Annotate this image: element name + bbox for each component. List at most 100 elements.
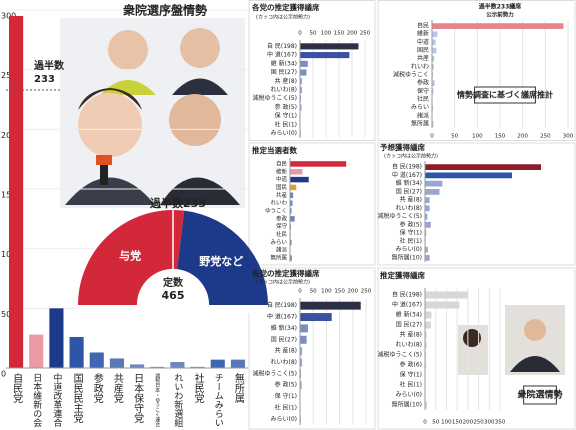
bar [425,164,541,171]
x-tick-label: 50 [451,134,458,140]
bar [69,336,84,368]
category-label: 共産 [417,54,429,62]
x-tick-label: 100 [321,289,332,295]
bar [130,364,145,368]
x-tick-label: 無所属 [232,372,244,404]
slice-label: 与党 [119,249,141,263]
category-label: 社 民(1) [275,403,297,411]
category-label: 保守 [276,222,288,230]
category-label: 維新 [276,167,288,175]
category-label: みらい [411,104,429,111]
category-label: れいわ(8) [396,342,423,349]
bar [425,213,428,220]
bar [300,78,303,85]
chart-subtitle: (カッコ内は公示前勢力) [256,14,310,21]
x-tick-label: 200 [463,420,474,426]
bar [432,121,434,127]
clothes [510,356,560,372]
face [524,319,546,341]
category-label: れいわ [270,200,287,207]
category-label: 保守 [417,87,429,95]
bar [425,246,428,253]
x-tick-label: 250 [360,31,371,37]
bar [300,43,359,50]
x-tick-label: 100 [472,134,483,140]
x-tick-label: 日本維新の会 [31,373,42,428]
y-tick-label: 300 [1,12,16,21]
bar [109,358,124,368]
x-tick-label: 日本保守党 [132,373,144,424]
category-label: 保 守(1) [400,229,422,237]
category-label: 国 民(27) [396,188,422,195]
bar [425,351,427,359]
y-tick-label: 50 [1,310,11,319]
bar [290,208,292,214]
category-label: 参 政(5) [275,381,297,389]
frame [248,142,376,266]
x-tick-label: 50 [310,289,317,295]
bar [230,359,245,368]
bar [290,200,293,206]
annotation: 衆院選情勢 [517,389,562,401]
category-label: 自民 [417,22,429,30]
x-tick-label: 100 [441,420,452,426]
annotation-box [474,86,536,104]
bar [290,176,309,183]
category-label: 共 産(8) [275,77,297,85]
category-label: 保 守(1) [275,392,297,400]
chart-title: 推定獲得議席 [380,270,425,280]
bar [300,335,307,344]
x-tick-label: 0 [298,31,302,37]
bar [300,86,303,94]
category-label: れいわ(8) [396,205,423,212]
category-label: 減税ゆうこく(5) [378,351,423,359]
bar [290,161,347,167]
bar [290,192,294,199]
x-tick-label: 50 [432,420,439,426]
bar [9,15,24,368]
category-label: 社民 [417,95,429,103]
chart-title: 予想獲得議席 [380,142,425,152]
category-label: 維 新(34) [396,311,422,319]
category-label: 自民 [276,159,288,167]
majority-label: 過半数233 [149,196,206,210]
category-label: 減税ゆうこく(5) [378,212,423,220]
bar [300,69,307,76]
bar [290,216,295,222]
category-label: 参 政(5) [275,103,297,111]
x-tick-label: 50 [310,31,317,37]
category-label: 減税ゆうこく(5) [253,369,298,377]
bar [425,221,431,228]
category-label: みらい(0) [396,246,423,253]
photos [60,18,565,375]
category-label: 参 政(5) [400,220,422,228]
face [78,93,142,157]
annotation: 情勢調査に基づく議席推計 [456,90,553,100]
category-label: 国 民(27) [271,69,297,76]
bar [425,341,427,349]
x-tick-label: 300 [563,134,574,140]
x-tick-label: 250 [540,134,551,140]
category-label: 共 産(8) [400,331,422,339]
clothes [160,177,240,205]
category-label: 諸派 [417,111,429,119]
bar [300,324,308,333]
x-tick-label: 中道改革連合 [51,372,62,428]
frame [377,0,576,141]
bar [425,301,460,309]
bar [300,104,302,111]
bar [290,239,292,246]
bar [89,352,104,368]
bar [425,291,468,299]
category-label: みらい(0) [271,130,298,137]
microphone [96,155,112,165]
annotation: 過半数233議席 [478,3,522,11]
chart-title: 推定当選者数 [252,145,297,155]
pie-base [76,305,270,313]
bar [300,52,350,59]
bar [300,301,361,310]
x-tick-label: 250 [361,289,372,295]
x-tick-label: 社民党 [192,372,204,404]
bar [150,366,165,368]
category-label: みらい(0) [271,416,298,423]
